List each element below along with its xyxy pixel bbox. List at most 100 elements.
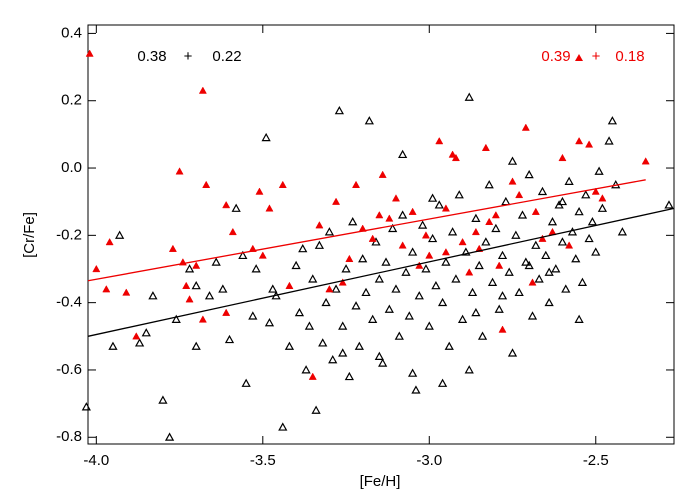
scatter-point — [507, 348, 518, 357]
scatter-point — [338, 278, 347, 286]
scatter-point — [427, 233, 438, 243]
scatter-point — [485, 217, 494, 226]
scatter-point — [561, 284, 571, 293]
scatter-point — [558, 153, 567, 162]
scatter-point — [308, 372, 317, 380]
scatter-point — [411, 385, 421, 394]
scatter-point — [437, 297, 448, 307]
scatter-point — [168, 244, 177, 252]
scatter-point — [414, 291, 424, 300]
scatter-point — [508, 177, 517, 185]
scatter-point — [464, 365, 474, 374]
scatter-point — [351, 301, 361, 310]
scatter-point — [471, 307, 481, 317]
scatter-point — [511, 230, 521, 239]
scatter-point — [204, 291, 215, 300]
scatter-point — [584, 233, 594, 243]
scatter-point — [388, 223, 398, 233]
scatter-point — [291, 260, 301, 270]
plot-frame — [87, 24, 675, 445]
scatter-point — [324, 227, 335, 236]
scatter-point — [222, 200, 231, 209]
scatter-point — [527, 311, 538, 320]
scatter-point — [141, 328, 151, 337]
scatter-point — [298, 243, 308, 253]
scatter-point — [441, 248, 450, 256]
scatter-point — [541, 250, 551, 260]
scatter-point — [571, 254, 581, 263]
y-tick-label: 0.4 — [61, 24, 82, 41]
scatter-point — [481, 143, 490, 151]
scatter-point — [338, 321, 348, 330]
scatter-point — [521, 123, 530, 131]
scatter-point — [374, 274, 384, 283]
scatter-point — [408, 247, 418, 256]
scatter-point — [375, 211, 384, 219]
scatter-point — [344, 371, 354, 381]
scatter-point — [427, 193, 438, 202]
x-tick-label: -4.0 — [83, 452, 109, 469]
scatter-point — [421, 264, 431, 273]
scatter-point — [451, 153, 460, 162]
scatter-point — [331, 284, 341, 293]
scatter-point — [191, 341, 201, 350]
scatter-point — [544, 267, 554, 276]
scatter-point — [321, 297, 331, 307]
scatter-point — [105, 237, 114, 246]
scatter-point — [404, 311, 414, 320]
annotation: 0.18 — [615, 48, 644, 65]
scatter-point — [474, 260, 484, 270]
scatter-point — [531, 207, 540, 215]
scatter-point — [108, 341, 118, 350]
scatter-point — [585, 140, 594, 148]
scatter-point — [391, 284, 401, 293]
scatter-point — [547, 217, 558, 226]
scatter-point — [378, 358, 388, 367]
scatter-point — [191, 280, 201, 290]
scatter-point — [607, 116, 618, 125]
scatter-point — [398, 210, 408, 219]
scatter-point — [594, 166, 604, 175]
scatter-point — [587, 217, 598, 226]
scatter-point — [122, 288, 131, 296]
scatter-point — [504, 267, 514, 276]
annotation: 0.22 — [212, 48, 241, 65]
scatter-point — [477, 331, 488, 340]
x-tick-label: -3.5 — [250, 452, 276, 469]
scatter-point — [471, 227, 480, 236]
scatter-point — [515, 190, 524, 199]
scatter-point — [514, 287, 524, 297]
scatter-point — [544, 297, 554, 307]
scatter-point — [481, 237, 491, 246]
scatter-point — [238, 250, 248, 260]
scatter-point — [248, 311, 258, 320]
scatter-point — [494, 304, 504, 313]
scatter-point — [378, 170, 387, 178]
annotation-marker — [575, 54, 583, 61]
scatter-point — [421, 231, 430, 239]
scatter-point — [398, 149, 408, 159]
scatter-point — [531, 240, 541, 249]
scatter-point — [448, 150, 457, 158]
scatter-point — [551, 264, 561, 273]
scatter-point — [228, 227, 237, 236]
scatter-point — [521, 257, 531, 266]
scatter-point — [565, 241, 574, 249]
scatter-point — [391, 194, 401, 202]
scatter-point — [251, 264, 261, 273]
scatter-point — [458, 237, 467, 246]
scatter-point — [304, 321, 315, 330]
annotation: + — [592, 48, 601, 65]
scatter-point — [158, 395, 168, 404]
scatter-point — [338, 348, 348, 357]
scatter-point — [464, 92, 474, 101]
scatter-point — [328, 355, 338, 364]
scatter-point — [368, 314, 378, 323]
scatter-point — [517, 210, 528, 219]
scatter-point — [435, 136, 444, 145]
scatter-point — [352, 180, 361, 188]
scatter-point — [261, 132, 271, 142]
scatter-point — [198, 86, 207, 94]
